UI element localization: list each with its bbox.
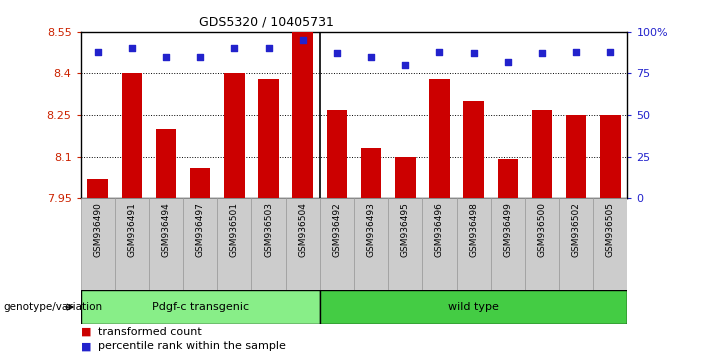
Bar	[156, 129, 176, 198]
Bar	[388, 198, 422, 290]
Bar	[258, 79, 279, 198]
Text: GSM936503: GSM936503	[264, 202, 273, 257]
Bar	[217, 198, 252, 290]
Point	[502, 59, 513, 65]
Text: GSM936502: GSM936502	[571, 202, 580, 257]
Point	[434, 49, 445, 55]
Text: ■: ■	[81, 341, 91, 351]
Bar	[320, 290, 627, 324]
Bar	[149, 198, 183, 290]
Text: GSM936498: GSM936498	[469, 202, 478, 257]
Point	[536, 51, 547, 56]
Text: GSM936504: GSM936504	[298, 202, 307, 257]
Bar	[463, 101, 484, 198]
Bar	[498, 159, 518, 198]
Text: GSM936492: GSM936492	[332, 202, 341, 257]
Text: wild type: wild type	[448, 302, 499, 312]
Bar	[429, 79, 450, 198]
Point	[332, 51, 343, 56]
Point	[365, 54, 376, 59]
Text: GSM936505: GSM936505	[606, 202, 615, 257]
Text: ■: ■	[81, 327, 91, 337]
Bar	[81, 198, 115, 290]
Text: GSM936499: GSM936499	[503, 202, 512, 257]
Text: genotype/variation: genotype/variation	[4, 302, 102, 312]
Text: GSM936491: GSM936491	[128, 202, 137, 257]
Bar	[327, 109, 347, 198]
Bar	[286, 198, 320, 290]
Point	[195, 54, 206, 59]
Text: GSM936494: GSM936494	[161, 202, 170, 257]
Point	[400, 62, 411, 68]
Point	[571, 49, 582, 55]
Bar	[292, 32, 313, 198]
Bar	[81, 290, 320, 324]
Point	[468, 51, 479, 56]
Text: GSM936490: GSM936490	[93, 202, 102, 257]
Text: GSM936495: GSM936495	[401, 202, 410, 257]
Bar	[224, 73, 245, 198]
Bar	[456, 198, 491, 290]
Bar	[525, 198, 559, 290]
Bar	[190, 168, 210, 198]
Text: Pdgf-c transgenic: Pdgf-c transgenic	[151, 302, 249, 312]
Bar	[361, 148, 381, 198]
Bar	[320, 198, 354, 290]
Point	[297, 37, 308, 43]
Point	[126, 46, 137, 51]
Bar	[122, 73, 142, 198]
Bar	[395, 156, 416, 198]
Text: percentile rank within the sample: percentile rank within the sample	[98, 341, 286, 351]
Point	[605, 49, 616, 55]
Point	[263, 46, 274, 51]
Bar	[566, 115, 586, 198]
Text: GSM936497: GSM936497	[196, 202, 205, 257]
Bar	[600, 115, 620, 198]
Text: GSM936501: GSM936501	[230, 202, 239, 257]
Text: GSM936496: GSM936496	[435, 202, 444, 257]
Bar	[115, 198, 149, 290]
Text: transformed count: transformed count	[98, 327, 202, 337]
Text: GDS5320 / 10405731: GDS5320 / 10405731	[199, 16, 334, 29]
Bar	[354, 198, 388, 290]
Point	[161, 54, 172, 59]
Bar	[183, 198, 217, 290]
Text: GSM936493: GSM936493	[367, 202, 376, 257]
Point	[229, 46, 240, 51]
Bar	[593, 198, 627, 290]
Point	[92, 49, 103, 55]
Bar	[88, 179, 108, 198]
Bar	[422, 198, 456, 290]
Bar	[531, 109, 552, 198]
Text: GSM936500: GSM936500	[538, 202, 547, 257]
Bar	[252, 198, 286, 290]
Bar	[559, 198, 593, 290]
Bar	[491, 198, 525, 290]
